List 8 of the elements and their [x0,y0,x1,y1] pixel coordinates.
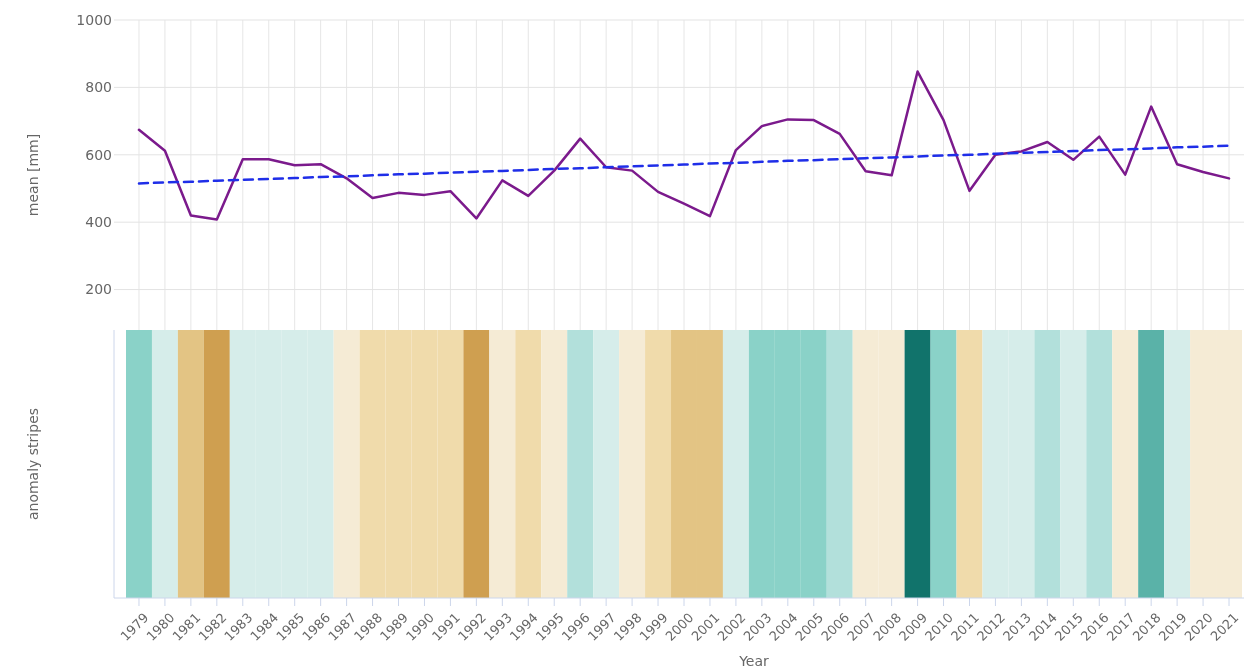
y-tick-label: 400 [85,214,112,231]
y-axis-title: anomaly stripes [25,407,41,521]
y-tick-label: 1000 [76,11,112,28]
y-tick-label: 600 [85,146,112,163]
y-tick-label: 800 [85,79,112,96]
x-axis-title: Year [738,653,770,668]
y-axis-title: mean [mm] [25,133,41,217]
y-tick-label: 200 [85,281,112,298]
